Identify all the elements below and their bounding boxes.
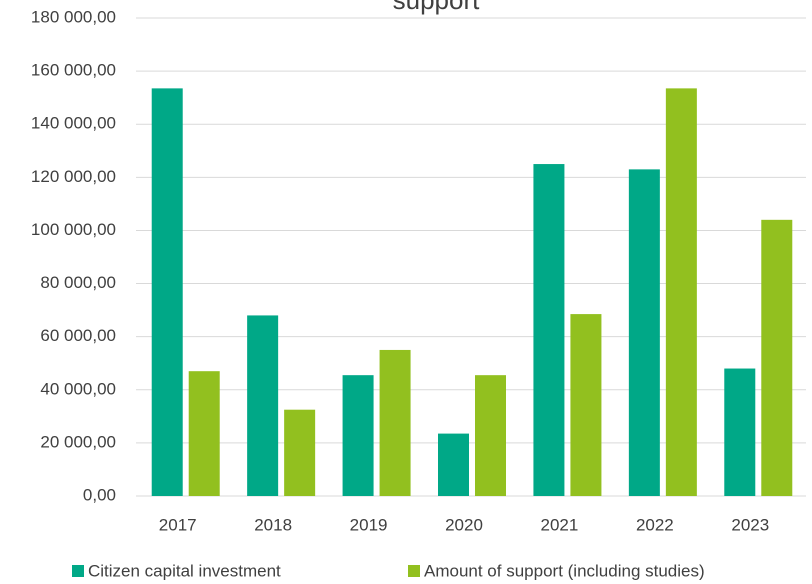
bar xyxy=(475,375,506,496)
y-tick-label: 60 000,00 xyxy=(40,326,116,345)
legend-swatch xyxy=(72,565,84,577)
y-tick-label: 80 000,00 xyxy=(40,273,116,292)
legend-swatch xyxy=(408,565,420,577)
bar xyxy=(379,349,411,496)
bar xyxy=(342,375,374,496)
bar xyxy=(247,315,279,496)
bar xyxy=(438,433,469,496)
y-tick-label: 160 000,00 xyxy=(31,61,116,80)
y-tick-label: 120 000,00 xyxy=(31,167,116,186)
bar xyxy=(628,169,660,496)
x-tick-label: 2019 xyxy=(350,515,388,534)
x-tick-label: 2020 xyxy=(445,515,483,534)
y-tick-label: 0,00 xyxy=(83,485,116,504)
x-tick-label: 2017 xyxy=(159,515,197,534)
bar xyxy=(151,88,183,496)
y-tick-label: 140 000,00 xyxy=(31,114,116,133)
bar xyxy=(188,371,220,496)
y-tick-label: 100 000,00 xyxy=(31,220,116,239)
x-tick-label: 2022 xyxy=(636,515,674,534)
y-tick-label: 40 000,00 xyxy=(40,379,116,398)
x-tick-label: 2021 xyxy=(541,515,579,534)
bar xyxy=(665,88,697,496)
legend-label: Amount of support (including studies) xyxy=(424,561,705,580)
legend-label: Citizen capital investment xyxy=(88,561,281,580)
y-tick-label: 180 000,00 xyxy=(31,7,116,26)
bar xyxy=(724,368,756,496)
x-tick-label: 2023 xyxy=(731,515,769,534)
chart-title: support xyxy=(393,0,480,15)
bar xyxy=(761,219,793,497)
bar xyxy=(570,314,602,496)
bar xyxy=(533,164,565,497)
y-tick-label: 20 000,00 xyxy=(40,432,116,451)
x-tick-label: 2018 xyxy=(254,515,292,534)
bar xyxy=(284,409,316,496)
